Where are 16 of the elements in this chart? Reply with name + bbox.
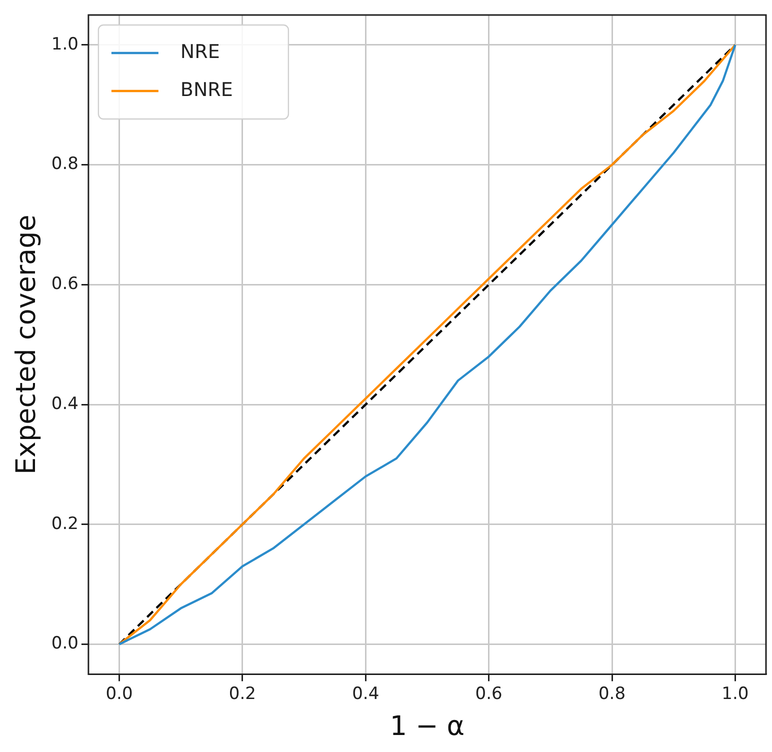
y-tick-label: 0.4	[51, 394, 78, 414]
x-tick-label: 1.0	[722, 684, 749, 704]
x-tick-label: 0.8	[598, 684, 626, 704]
y-axis-title: Expected coverage	[11, 214, 42, 475]
legend-label: BNRE	[180, 78, 233, 101]
legend-label: NRE	[180, 40, 220, 63]
y-tick-label: 0.8	[51, 154, 78, 174]
y-tick-label: 1.0	[51, 34, 78, 54]
y-tick-label: 0.0	[51, 634, 78, 654]
x-tick-label: 0.2	[228, 684, 256, 704]
y-tick-label: 0.6	[51, 274, 78, 294]
x-tick-label: 0.6	[475, 684, 502, 704]
x-axis-title: 1 − α	[390, 710, 465, 742]
y-tick-label: 0.2	[51, 514, 78, 534]
x-tick-label: 0.4	[352, 684, 380, 704]
x-tick-label: 0.0	[106, 684, 133, 704]
